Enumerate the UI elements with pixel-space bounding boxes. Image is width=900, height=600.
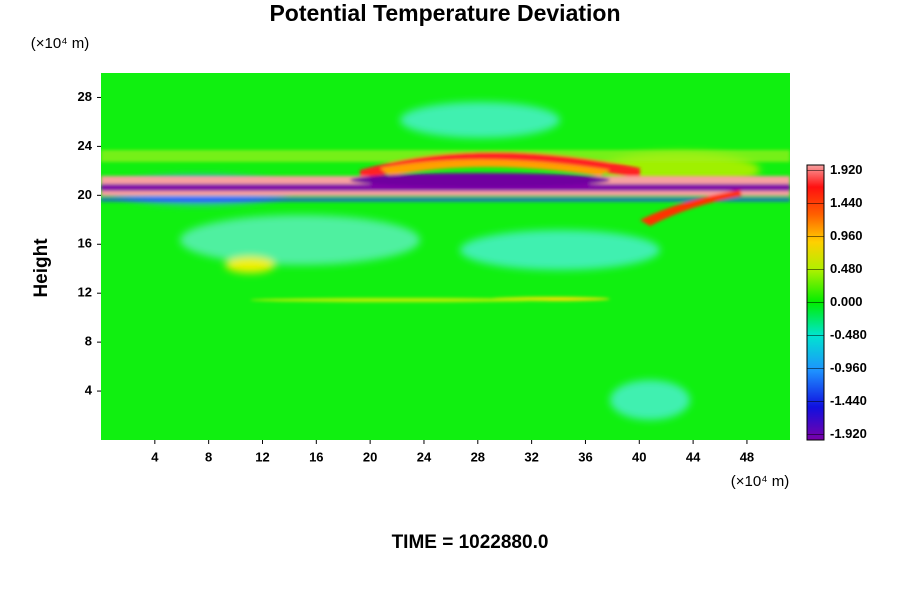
x-tick-label: 32 (524, 449, 538, 464)
colorbar-tick-label: 1.920 (830, 162, 863, 177)
x-tick-label: 48 (740, 449, 754, 464)
x-tick-label: 40 (632, 449, 646, 464)
x-tick-label: 44 (686, 449, 701, 464)
colorbar-tick-label: -0.960 (830, 360, 867, 375)
colorbar-tick-label: 0.000 (830, 294, 863, 309)
y-tick-label: 24 (78, 138, 93, 153)
x-tick-label: 12 (255, 449, 269, 464)
y-tick-label: 28 (78, 89, 92, 104)
x-unit: (×10⁴ m) (731, 473, 790, 490)
colorbar-tick-label: 0.480 (830, 261, 863, 276)
x-tick-label: 28 (471, 449, 485, 464)
colorbar-tick-label: -1.440 (830, 393, 867, 408)
y-axis-title: Height (31, 238, 52, 298)
y-tick-label: 8 (85, 334, 92, 349)
x-tick-label: 8 (205, 449, 212, 464)
field (101, 73, 790, 440)
colorbar-tick-label: -0.480 (830, 327, 867, 342)
y-tick-label: 12 (78, 285, 92, 300)
y-tick-label: 4 (85, 383, 93, 398)
x-tick-label: 4 (151, 449, 159, 464)
footer: TIME = 1022880.0 (392, 532, 549, 553)
colorbar-tick-label: 0.960 (830, 228, 863, 243)
colorbar-tick-label: -1.920 (830, 426, 867, 441)
x-tick-label: 24 (417, 449, 432, 464)
y-tick-label: 16 (78, 236, 92, 251)
chart-title: Potential Temperature Deviation (269, 0, 620, 26)
x-tick-label: 20 (363, 449, 377, 464)
y-unit: (×10⁴ m) (31, 35, 90, 52)
x-tick-label: 36 (578, 449, 592, 464)
colorbar-tick-label: 1.440 (830, 195, 863, 210)
y-tick-label: 20 (78, 187, 92, 202)
x-tick-label: 16 (309, 449, 323, 464)
